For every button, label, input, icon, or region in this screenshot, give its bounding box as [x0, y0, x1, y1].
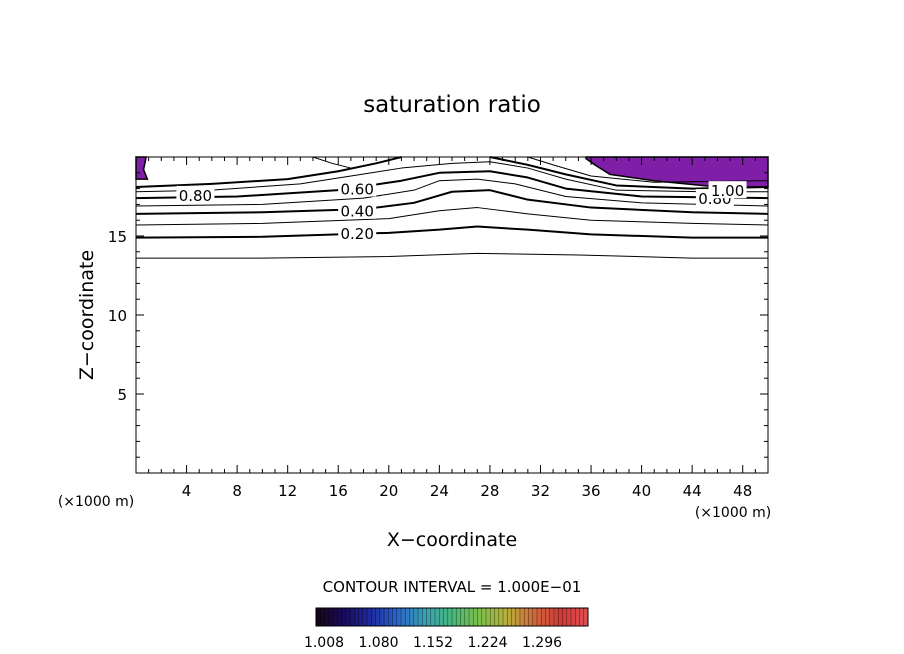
contour-line-4: [135, 178, 769, 207]
contour-line-8: [489, 156, 769, 190]
x-tick-label: 48: [733, 482, 752, 500]
colorbar-tick-label: 1.008: [304, 635, 344, 651]
x-tick-label: 8: [232, 482, 242, 500]
contour-label-bg-1: [338, 201, 377, 219]
colorbar-tick-label: 1.296: [522, 635, 562, 651]
x-tick-label: 32: [531, 482, 550, 500]
x-axis-ticks: 4 8 12 16 20 24 28 32 36 40 44 48: [148, 157, 756, 500]
x-axis-label: X−coordinate: [387, 529, 517, 551]
colorbar: 1.008 1.080 1.152 1.224 1.296: [304, 607, 589, 651]
contour-label-bg-3: [176, 185, 215, 203]
x-tick-label: 24: [430, 482, 449, 500]
contour-label-bg-0: [338, 223, 377, 241]
x-tick-label: 12: [278, 482, 297, 500]
x-tick-label: 20: [379, 482, 398, 500]
contour-label-1: 0.40: [340, 203, 373, 221]
contour-label-2: 0.60: [340, 181, 373, 199]
x-tick-label: 44: [683, 482, 702, 500]
chart-title: saturation ratio: [363, 92, 541, 118]
colorbar-frame: [315, 607, 589, 627]
y-axis-ticks: 5 10 15: [108, 172, 768, 458]
x-unit-left: (×1000 m): [58, 494, 134, 510]
y-axis-label: Z−coordinate: [76, 250, 98, 380]
contour-line-9: [312, 156, 352, 169]
y-tick-label: 15: [108, 228, 127, 246]
contour-label-0: 0.20: [340, 225, 373, 243]
colorbar-tick-label: 1.224: [467, 635, 507, 651]
contour-line-2: [135, 207, 769, 226]
contour-line-3: [135, 189, 769, 215]
colorbar-tick-label: 1.080: [358, 635, 398, 651]
x-tick-label: 36: [581, 482, 600, 500]
y-tick-label: 5: [117, 386, 127, 404]
contour-line-1: [135, 225, 768, 239]
x-tick-label: 4: [182, 482, 192, 500]
contour-label-bg-2: [338, 179, 377, 197]
x-tick-label: 16: [329, 482, 348, 500]
x-tick-label: 40: [632, 482, 651, 500]
contour-label-bg-5: [708, 181, 747, 199]
y-tick-label: 10: [108, 307, 127, 325]
x-unit-right: (×1000 m): [695, 505, 771, 521]
contour-interval-label: CONTOUR INTERVAL = 1.000E−01: [323, 578, 582, 596]
contour-line-5: [135, 170, 769, 200]
contour-line-0: [136, 252, 768, 259]
contour-line-10: [527, 156, 769, 183]
filled-region-0: [135, 156, 149, 180]
contour-lines: [135, 156, 769, 259]
contour-labels: 0.200.400.600.80 0.801.00: [176, 179, 747, 243]
x-tick-label: 28: [480, 482, 499, 500]
colorbar-tick-label: 1.152: [413, 635, 453, 651]
contour-label-5: 1.00: [711, 182, 744, 200]
contour-line-7: [135, 156, 402, 189]
contour-label-3: 0.80: [179, 187, 212, 205]
contour-line-6: [135, 161, 768, 193]
